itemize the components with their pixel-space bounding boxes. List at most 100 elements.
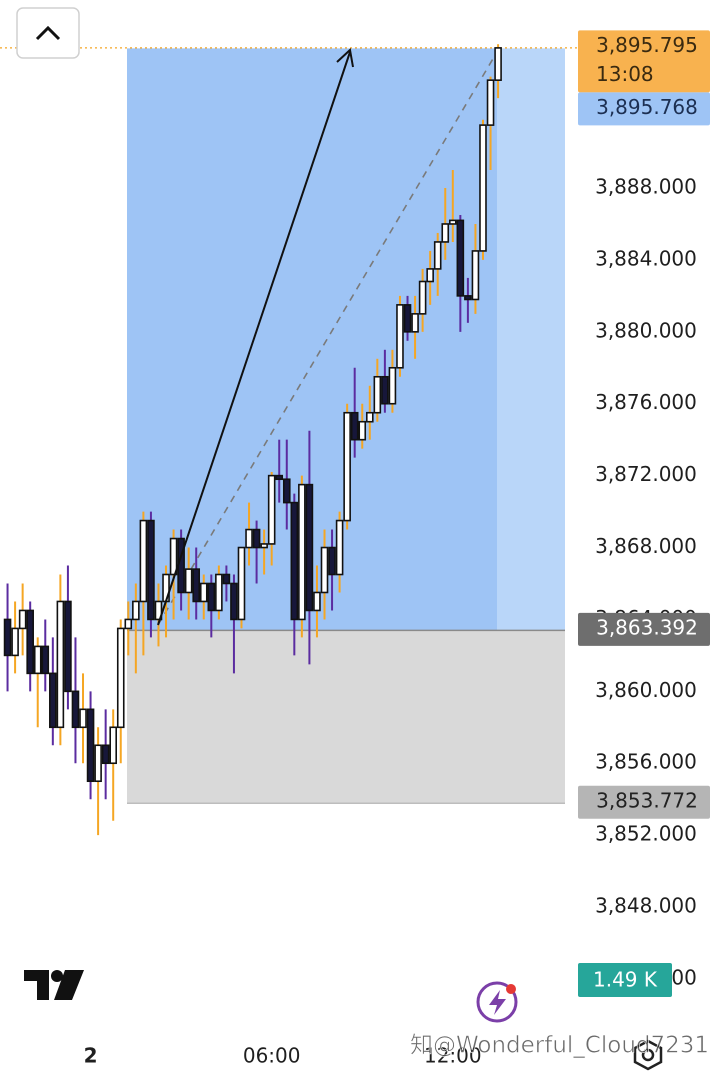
candle-body [116, 627, 125, 729]
candle-body [230, 582, 238, 621]
candle-body [94, 744, 102, 783]
candle-body [335, 519, 344, 576]
candle-body [147, 519, 155, 621]
candle-body [11, 627, 19, 657]
candle-body [252, 528, 261, 549]
candle-body [3, 618, 12, 657]
candle-body [222, 573, 231, 585]
candle-body [237, 546, 246, 621]
icon-badge-dot [506, 984, 516, 994]
price-badges: 3,895.795 13:08 3,895.768 3,863.392 3,853.77… [578, 30, 710, 997]
candle-body [328, 546, 336, 576]
price-badge-label: 3,895.795 [596, 33, 698, 57]
candle-body [260, 543, 268, 549]
candle-body [358, 420, 367, 441]
candle-body [124, 618, 133, 630]
candle-body [411, 313, 419, 333]
candle-body [343, 411, 351, 522]
candle-body [41, 645, 50, 675]
price-badge [578, 785, 710, 819]
candle-body [245, 528, 253, 549]
candle-body [49, 672, 57, 729]
candle-body [207, 582, 216, 612]
loss-zone [127, 630, 565, 804]
arrow [157, 48, 354, 626]
candle-body [471, 250, 480, 301]
candle-body [448, 219, 457, 225]
trend-dashed-line [157, 51, 498, 626]
candle-body [365, 411, 374, 423]
candle-body [350, 411, 359, 441]
price-badge-label: 3,853.772 [596, 788, 698, 812]
candle-body [169, 537, 178, 576]
volume-badge [578, 963, 672, 997]
candle-body [184, 568, 193, 594]
candle-body [275, 474, 284, 481]
candle-body [486, 79, 495, 126]
chevron-up-icon [35, 25, 61, 41]
candle-body [313, 591, 321, 612]
arrow-line [157, 51, 351, 626]
candle-body [132, 600, 140, 621]
quick-action-icon[interactable] [476, 981, 518, 1023]
candle-body [26, 609, 34, 675]
button-frame[interactable] [16, 7, 80, 59]
hexagon[interactable] [633, 1039, 663, 1071]
candle-body [79, 708, 87, 729]
price-badge [578, 92, 710, 126]
volume-badge-label: 1.49 K [593, 968, 658, 992]
icon-ring[interactable] [476, 981, 518, 1023]
price-badge-label: 3,895.768 [596, 95, 698, 119]
price-axis: 3,844.0003,848.0003,852.0003,856.0003,86… [84, 175, 697, 1068]
candle-body [426, 268, 434, 283]
candle-body [64, 600, 72, 693]
candle-body [101, 744, 110, 765]
countdown-label: 13:08 [596, 62, 654, 86]
candle-body [403, 304, 412, 333]
candle-body [199, 582, 208, 603]
candle-body [290, 501, 299, 621]
watermark: 知@Wonderful_Cloud7231 [410, 1033, 709, 1059]
y-tick-label: 3,856.000 [595, 750, 697, 774]
candle-body [139, 519, 148, 603]
candle-body [479, 124, 487, 252]
y-tick-label: 3,852.000 [595, 822, 697, 846]
candle-body [215, 573, 223, 612]
candle-body [388, 366, 397, 405]
y-tick-label: 3,848.000 [595, 894, 697, 918]
candle-body [86, 708, 95, 783]
candle-body [71, 690, 80, 729]
settings-icon[interactable] [633, 1039, 663, 1071]
tradingview-logo [24, 970, 84, 1000]
candle-body [396, 304, 404, 369]
logo-dot [51, 970, 63, 982]
y-tick-label: 3,868.000 [595, 534, 697, 558]
candle-body [154, 600, 163, 621]
y-tick-label: 3,880.000 [595, 318, 697, 342]
candle-body [33, 645, 42, 675]
candle-body [192, 568, 201, 603]
x-tick-label: 06:00 [243, 1044, 301, 1068]
y-tick-label: 3,884.000 [595, 246, 697, 270]
y-tick-label: 3,888.000 [595, 175, 697, 199]
candle-body [441, 223, 450, 243]
candle-body [320, 546, 329, 594]
logo-t [24, 970, 49, 1000]
y-tick-label: 3,872.000 [595, 462, 697, 486]
candle-body [456, 219, 465, 297]
candle-body [18, 609, 27, 630]
candle-body [381, 375, 389, 405]
candle-body [56, 600, 65, 729]
y-tick-label: 3,876.000 [595, 390, 697, 414]
x-tick-label: 12:00 [424, 1044, 482, 1068]
candles [3, 44, 502, 836]
candle-body [464, 295, 472, 301]
candle-body [298, 483, 306, 621]
price-badge-label: 3,863.392 [596, 615, 698, 639]
arrow-head [336, 48, 354, 68]
collapse-button[interactable] [16, 7, 80, 59]
candle-body [267, 474, 276, 545]
price-badge [578, 612, 710, 646]
logo-v [54, 970, 84, 1000]
